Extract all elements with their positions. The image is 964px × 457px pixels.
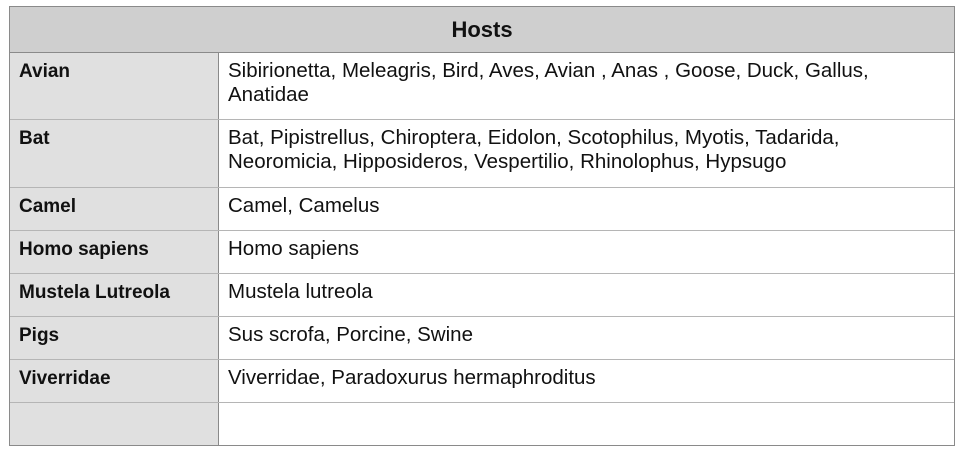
row-value-cell: Homo sapiens [228,237,360,260]
table-row: Homo sapiens Homo sapiens [10,231,954,274]
row-value-cell: Mustela lutreola [228,280,373,303]
table-row: Bat Bat, Pipistrellus, Chiroptera, Eidol… [10,120,954,188]
table-row: Mustela Lutreola Mustela lutreola [10,274,954,317]
table-row: Camel Camel, Camelus [10,188,954,231]
table-row: Viverridae Viverridae, Paradoxurus herma… [10,360,954,403]
row-value-cell: Bat, Pipistrellus, Chiroptera, Eidolon, … [228,126,840,173]
row-value-cell: Sibirionetta, Meleagris, Bird, Aves, Avi… [228,59,869,106]
row-header-cell: Bat [10,120,219,187]
row-value-cell: Camel, Camelus [228,194,380,217]
hosts-table: Hosts Avian Sibirionetta, Meleagris, Bir… [9,6,955,446]
row-header-cell: Viverridae [10,360,219,402]
row-value-cell [219,403,954,445]
row-header-cell: Pigs [10,317,219,359]
row-header-cell: Camel [10,188,219,230]
table-title: Hosts [10,7,954,53]
table-row: Avian Sibirionetta, Meleagris, Bird, Ave… [10,53,954,120]
row-value-cell: Sus scrofa, Porcine, Swine [228,323,473,346]
row-header-cell: Mustela Lutreola [10,274,219,316]
table-row: Pigs Sus scrofa, Porcine, Swine [10,317,954,360]
row-header-cell [10,403,219,445]
row-header-cell: Avian [10,53,219,119]
row-header-cell: Homo sapiens [10,231,219,273]
table-row-empty [10,403,954,445]
row-value-cell: Viverridae, Paradoxurus hermaphroditus [228,366,596,389]
